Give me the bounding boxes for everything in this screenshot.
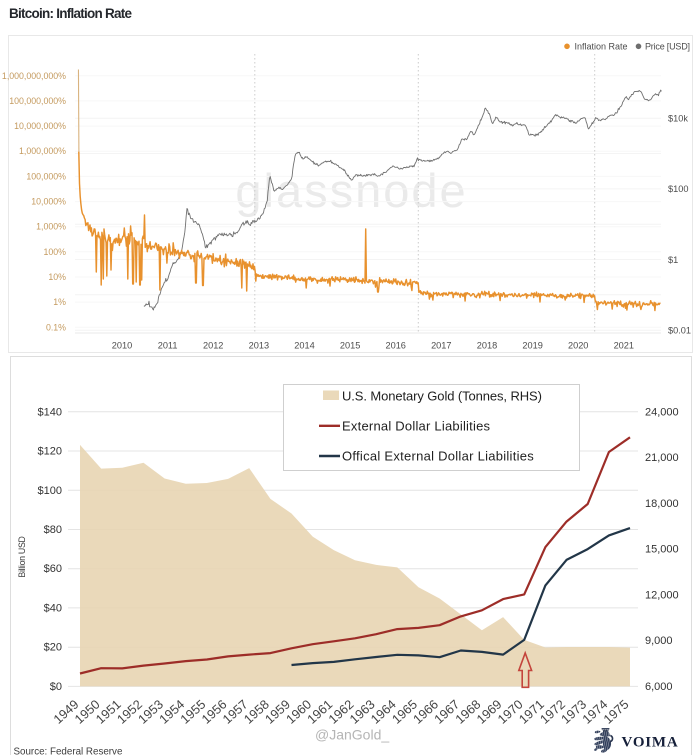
svg-text:1,000%: 1,000%	[36, 222, 66, 232]
svg-text:$120: $120	[38, 446, 62, 458]
svg-text:Bitcoin: Inflation Rate: Bitcoin: Inflation Rate	[9, 6, 132, 21]
svg-text:$20: $20	[44, 642, 62, 654]
svg-text:Billion USD: Billion USD	[17, 536, 27, 577]
svg-text:@JanGold_: @JanGold_	[315, 727, 389, 743]
svg-text:2020: 2020	[568, 340, 588, 350]
svg-text:2010: 2010	[112, 340, 132, 350]
svg-text:2011: 2011	[158, 340, 178, 350]
svg-text:$40: $40	[44, 602, 62, 614]
svg-text:Source: Federal Reserve: Source: Federal Reserve	[14, 747, 123, 755]
svg-text:$10k: $10k	[668, 113, 688, 123]
svg-text:VOIMA: VOIMA	[622, 735, 679, 751]
svg-text:External Dollar Liabilities: External Dollar Liabilities	[342, 418, 491, 433]
svg-text:2013: 2013	[249, 340, 269, 350]
svg-text:10,000%: 10,000%	[31, 197, 66, 207]
svg-text:0.1%: 0.1%	[46, 322, 66, 332]
svg-text:10,000,000%: 10,000,000%	[14, 121, 66, 131]
svg-text:2019: 2019	[522, 340, 542, 350]
svg-text:10%: 10%	[48, 272, 66, 282]
svg-text:18,000: 18,000	[645, 498, 679, 510]
svg-text:9,000: 9,000	[645, 635, 673, 647]
svg-text:2014: 2014	[294, 340, 314, 350]
svg-text:Inflation Rate: Inflation Rate	[575, 42, 628, 52]
svg-text:24,000: 24,000	[645, 406, 679, 418]
svg-text:2016: 2016	[385, 340, 405, 350]
svg-text:$100: $100	[38, 485, 62, 497]
svg-text:Offical External Dollar Liabil: Offical External Dollar Liabilities	[342, 449, 534, 464]
svg-text:21,000: 21,000	[645, 452, 679, 464]
svg-text:15,000: 15,000	[645, 544, 679, 556]
svg-text:$0.01: $0.01	[668, 326, 691, 336]
svg-text:1,000,000%: 1,000,000%	[19, 146, 66, 156]
svg-text:glassnode: glassnode	[235, 164, 467, 217]
svg-text:$60: $60	[44, 563, 62, 575]
svg-text:12,000: 12,000	[645, 589, 679, 601]
svg-text:100%: 100%	[44, 247, 67, 257]
svg-text:2021: 2021	[614, 340, 634, 350]
svg-text:$140: $140	[38, 406, 62, 418]
svg-text:6,000: 6,000	[645, 681, 673, 693]
svg-text:2012: 2012	[203, 340, 223, 350]
svg-text:Price [USD]: Price [USD]	[645, 42, 690, 52]
svg-text:100,000%: 100,000%	[26, 171, 66, 181]
svg-text:100,000,000%: 100,000,000%	[9, 96, 66, 106]
svg-text:2018: 2018	[477, 340, 497, 350]
svg-text:$100: $100	[668, 184, 688, 194]
svg-text:1,000,000,000%: 1,000,000,000%	[2, 71, 66, 81]
svg-text:2015: 2015	[340, 340, 360, 350]
svg-text:1%: 1%	[53, 297, 66, 307]
svg-text:2017: 2017	[431, 340, 451, 350]
svg-text:$80: $80	[44, 524, 62, 536]
svg-text:$1: $1	[668, 255, 678, 265]
svg-text:$0: $0	[50, 681, 62, 693]
svg-text:U.S. Monetary Gold (Tonnes, RH: U.S. Monetary Gold (Tonnes, RHS)	[342, 389, 542, 404]
